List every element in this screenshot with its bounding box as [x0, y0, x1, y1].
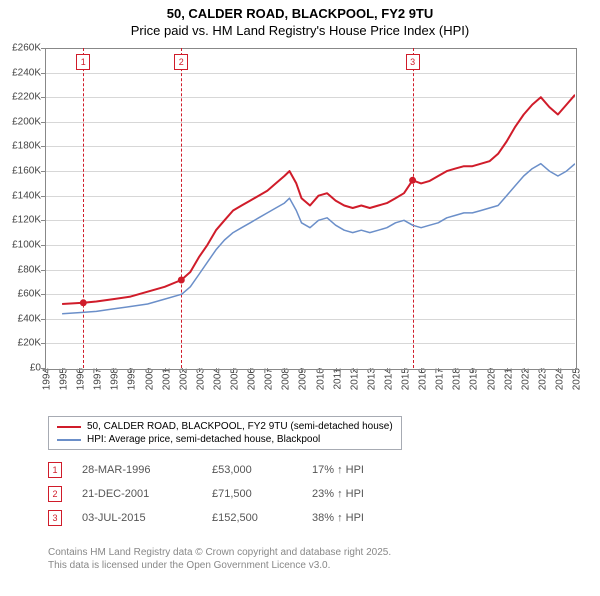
- title-line2: Price paid vs. HM Land Registry's House …: [0, 23, 600, 38]
- sale-row-marker: 2: [48, 486, 62, 502]
- x-axis-label: 1995: [55, 368, 70, 390]
- x-axis-label: 2011: [328, 368, 343, 390]
- legend-item: 50, CALDER ROAD, BLACKPOOL, FY2 9TU (sem…: [57, 421, 393, 432]
- chart-svg: [45, 48, 575, 368]
- x-axis-label: 2016: [414, 368, 429, 390]
- x-axis-label: 2002: [174, 368, 189, 390]
- legend: 50, CALDER ROAD, BLACKPOOL, FY2 9TU (sem…: [48, 416, 402, 450]
- x-axis-label: 2017: [431, 368, 446, 390]
- x-axis-label: 2022: [516, 368, 531, 390]
- sale-row: 1 28-MAR-1996£53,00017% ↑ HPI: [48, 462, 412, 478]
- x-axis-label: 2007: [260, 368, 275, 390]
- series-property: [62, 95, 575, 304]
- x-axis-label: 2009: [294, 368, 309, 390]
- x-axis-label: 2024: [550, 368, 565, 390]
- title-line1: 50, CALDER ROAD, BLACKPOOL, FY2 9TU: [0, 6, 600, 21]
- x-axis-label: 2003: [191, 368, 206, 390]
- x-axis-label: 2015: [397, 368, 412, 390]
- x-axis-label: 1998: [106, 368, 121, 390]
- x-axis-label: 2005: [226, 368, 241, 390]
- sale-price: £152,500: [212, 512, 312, 524]
- x-axis-label: 2001: [157, 368, 172, 390]
- sale-hpi: 17% ↑ HPI: [312, 464, 412, 476]
- x-axis-label: 1999: [123, 368, 138, 390]
- x-axis-label: 2010: [311, 368, 326, 390]
- x-axis-label: 2013: [362, 368, 377, 390]
- sale-row: 2 21-DEC-2001£71,50023% ↑ HPI: [48, 486, 412, 502]
- legend-item: HPI: Average price, semi-detached house,…: [57, 434, 393, 445]
- x-axis-label: 2018: [448, 368, 463, 390]
- x-axis-label: 2012: [345, 368, 360, 390]
- sale-price: £71,500: [212, 488, 312, 500]
- x-axis-label: 2000: [140, 368, 155, 390]
- x-axis-label: 1996: [72, 368, 87, 390]
- x-axis-label: 2020: [482, 368, 497, 390]
- x-axis-label: 2004: [208, 368, 223, 390]
- sale-hpi: 23% ↑ HPI: [312, 488, 412, 500]
- attribution: Contains HM Land Registry data © Crown c…: [48, 546, 391, 572]
- legend-label: HPI: Average price, semi-detached house,…: [87, 434, 320, 445]
- sale-date: 21-DEC-2001: [82, 488, 212, 500]
- sale-price: £53,000: [212, 464, 312, 476]
- sale-hpi: 38% ↑ HPI: [312, 512, 412, 524]
- attribution-line1: Contains HM Land Registry data © Crown c…: [48, 546, 391, 559]
- legend-swatch: [57, 426, 81, 428]
- x-axis-label: 2025: [568, 368, 583, 390]
- x-axis-label: 2023: [533, 368, 548, 390]
- chart-plot-area: £0£20K£40K£60K£80K£100K£120K£140K£160K£1…: [45, 48, 575, 368]
- sale-row: 3 03-JUL-2015£152,50038% ↑ HPI: [48, 510, 412, 526]
- sale-point: [409, 177, 416, 184]
- x-axis-label: 1997: [89, 368, 104, 390]
- x-axis-label: 1994: [38, 368, 53, 390]
- legend-swatch: [57, 439, 81, 441]
- series-hpi: [62, 164, 575, 314]
- sale-point: [178, 277, 185, 284]
- attribution-line2: This data is licensed under the Open Gov…: [48, 559, 391, 572]
- x-axis-label: 2019: [465, 368, 480, 390]
- x-axis-label: 2008: [277, 368, 292, 390]
- sale-row-marker: 1: [48, 462, 62, 478]
- legend-label: 50, CALDER ROAD, BLACKPOOL, FY2 9TU (sem…: [87, 421, 393, 432]
- sale-date: 03-JUL-2015: [82, 512, 212, 524]
- x-axis-label: 2014: [379, 368, 394, 390]
- x-axis-label: 2021: [499, 368, 514, 390]
- sale-row-marker: 3: [48, 510, 62, 526]
- x-axis-label: 2006: [243, 368, 258, 390]
- sale-point: [80, 299, 87, 306]
- sales-table: 1 28-MAR-1996£53,00017% ↑ HPI 2 21-DEC-2001…: [48, 462, 412, 534]
- sale-date: 28-MAR-1996: [82, 464, 212, 476]
